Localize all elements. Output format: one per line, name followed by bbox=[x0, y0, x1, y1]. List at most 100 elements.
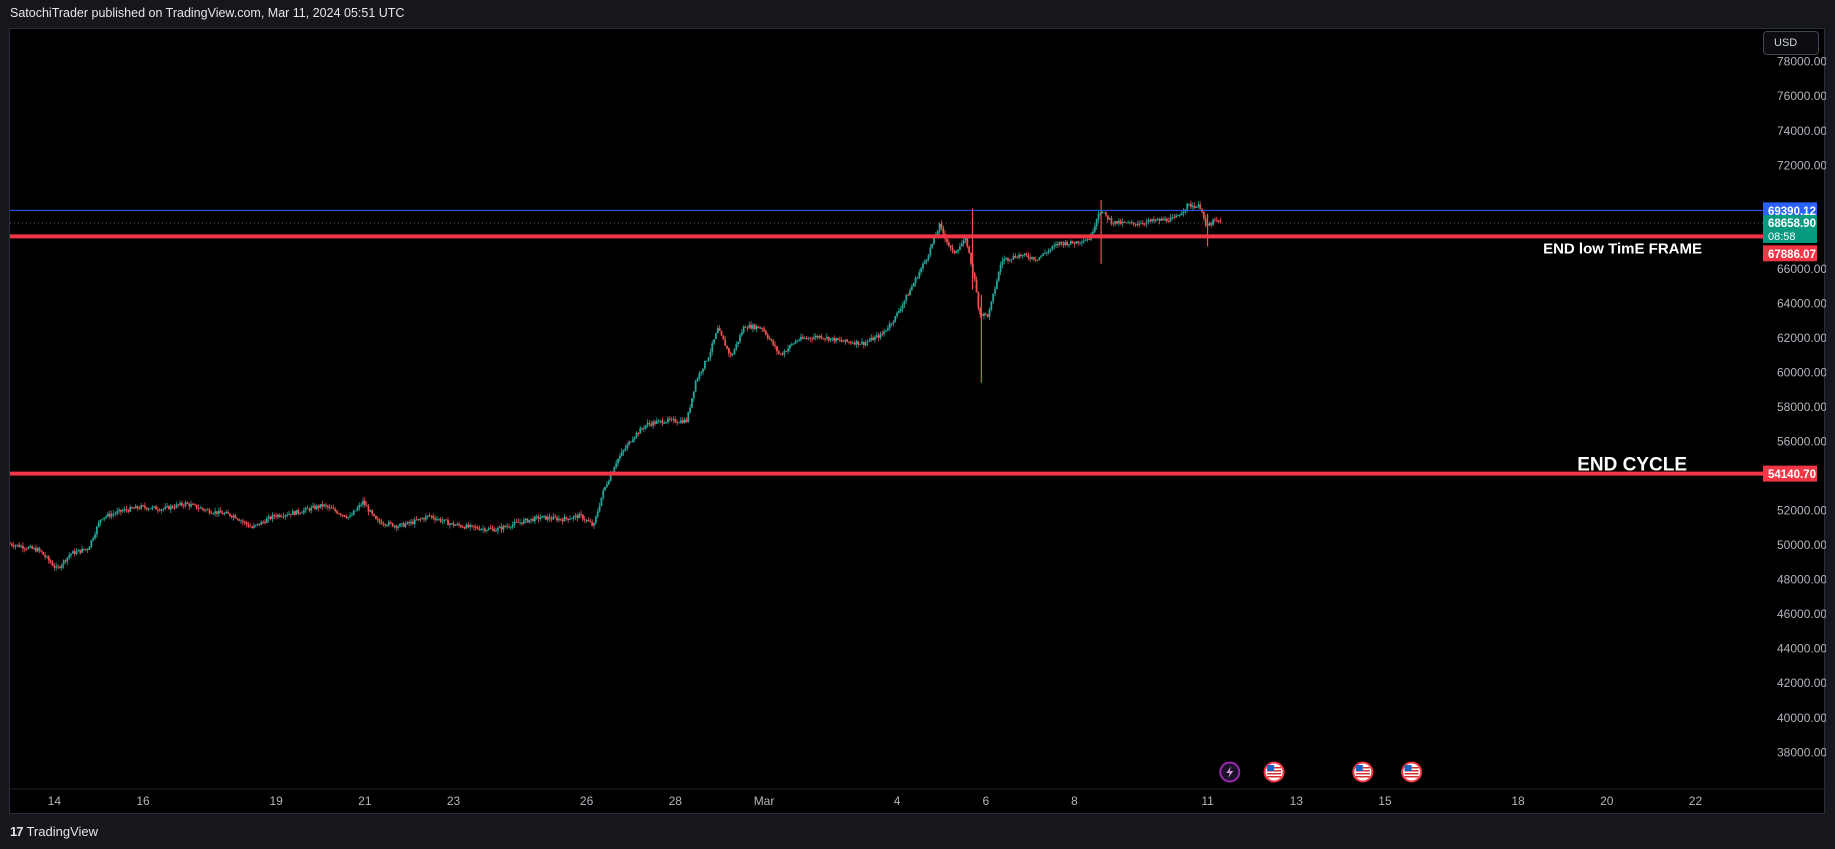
candle bbox=[557, 515, 560, 523]
candle-body bbox=[522, 520, 525, 524]
candle-body bbox=[517, 521, 520, 523]
candle-body bbox=[491, 528, 494, 530]
candle bbox=[1217, 219, 1220, 223]
candle bbox=[665, 421, 667, 424]
candle bbox=[918, 269, 921, 280]
candle bbox=[389, 520, 392, 525]
candle-body bbox=[837, 338, 839, 340]
candle-body bbox=[278, 514, 281, 517]
candle-body bbox=[766, 334, 769, 338]
candle bbox=[280, 514, 283, 518]
candle bbox=[1162, 216, 1165, 221]
us-flag-icon[interactable] bbox=[1352, 761, 1374, 783]
candle bbox=[1199, 201, 1202, 210]
candle bbox=[42, 551, 45, 556]
candle bbox=[1051, 244, 1054, 252]
candle-body bbox=[1210, 223, 1213, 225]
candle bbox=[1003, 255, 1006, 265]
candle bbox=[44, 552, 47, 560]
candle bbox=[678, 421, 680, 424]
candle bbox=[740, 328, 743, 337]
currency-selector[interactable]: USD bbox=[1763, 31, 1819, 55]
candle-body bbox=[16, 544, 19, 546]
candle bbox=[448, 522, 451, 529]
candle bbox=[1005, 257, 1008, 261]
candle-body bbox=[47, 556, 50, 561]
candle bbox=[1158, 217, 1161, 225]
candle bbox=[360, 502, 363, 508]
candle bbox=[679, 417, 682, 425]
candle-body bbox=[920, 268, 923, 273]
candle bbox=[923, 259, 926, 265]
candle bbox=[134, 504, 137, 509]
candle bbox=[112, 510, 115, 518]
candle-body bbox=[829, 338, 832, 341]
candle-body bbox=[147, 508, 150, 510]
candle bbox=[846, 338, 849, 343]
candle-body bbox=[408, 521, 411, 524]
tradingview-brand-name: TradingView bbox=[26, 824, 99, 839]
candle bbox=[184, 500, 187, 508]
candle-body bbox=[1214, 219, 1216, 221]
candle bbox=[1044, 249, 1046, 255]
tradingview-logo[interactable]: 17 TradingView bbox=[10, 824, 98, 839]
candle-body bbox=[964, 238, 967, 241]
candle bbox=[559, 518, 562, 522]
candle bbox=[1191, 202, 1194, 211]
candle-body bbox=[1208, 223, 1211, 226]
candle-body bbox=[918, 272, 921, 278]
candle-body bbox=[27, 547, 30, 549]
candle-body bbox=[936, 231, 939, 236]
candle bbox=[23, 547, 26, 553]
candle bbox=[753, 323, 756, 331]
candle-body bbox=[1134, 223, 1137, 225]
candle bbox=[959, 243, 961, 251]
candle-body bbox=[729, 353, 732, 356]
candle bbox=[1197, 200, 1200, 209]
candle bbox=[642, 425, 645, 433]
candle bbox=[384, 523, 387, 528]
candle-body bbox=[498, 526, 501, 528]
candle-body bbox=[526, 518, 529, 523]
candle-body bbox=[314, 505, 316, 509]
candle bbox=[696, 377, 699, 383]
candle-body bbox=[975, 279, 978, 293]
candle-body bbox=[1156, 219, 1159, 220]
candle bbox=[781, 351, 784, 356]
candle bbox=[805, 336, 808, 340]
price-chart[interactable]: 38000.00 40000.00 42000.00 44000.00 46000.00… bbox=[10, 29, 1826, 815]
candle bbox=[343, 514, 346, 518]
candle-body bbox=[1193, 205, 1196, 208]
candle bbox=[659, 419, 662, 424]
candle bbox=[877, 332, 880, 342]
publication-header: SatochiTrader published on TradingView.c… bbox=[0, 0, 1835, 28]
candle bbox=[1001, 257, 1004, 269]
candle bbox=[1034, 256, 1037, 263]
candle bbox=[83, 548, 85, 551]
candle-body bbox=[474, 527, 477, 528]
candle bbox=[816, 334, 819, 340]
us-flag-icon[interactable] bbox=[1263, 761, 1285, 783]
candle-body bbox=[955, 251, 958, 253]
candle bbox=[350, 512, 353, 517]
candle-body bbox=[559, 518, 562, 520]
candle bbox=[1112, 222, 1115, 227]
candle bbox=[1021, 254, 1024, 259]
candle-body bbox=[574, 515, 577, 517]
candle-body bbox=[576, 515, 579, 519]
candle bbox=[628, 439, 631, 447]
candle-body bbox=[670, 418, 673, 420]
x-axis-tick-label: 13 bbox=[1290, 794, 1304, 808]
candle-body bbox=[783, 351, 786, 355]
y-axis-tick-label: 56000.00 bbox=[1777, 435, 1826, 449]
us-flag-icon[interactable] bbox=[1401, 761, 1423, 783]
lightning-icon[interactable] bbox=[1219, 761, 1241, 783]
chart-area[interactable]: 38000.00 40000.00 42000.00 44000.00 46000.00… bbox=[9, 28, 1826, 815]
candle-body bbox=[724, 339, 727, 346]
candle-body bbox=[350, 514, 353, 516]
candle-body bbox=[1199, 204, 1202, 209]
candle-body bbox=[519, 522, 521, 524]
candle bbox=[278, 513, 281, 519]
candle bbox=[145, 507, 148, 512]
candle bbox=[613, 465, 616, 473]
